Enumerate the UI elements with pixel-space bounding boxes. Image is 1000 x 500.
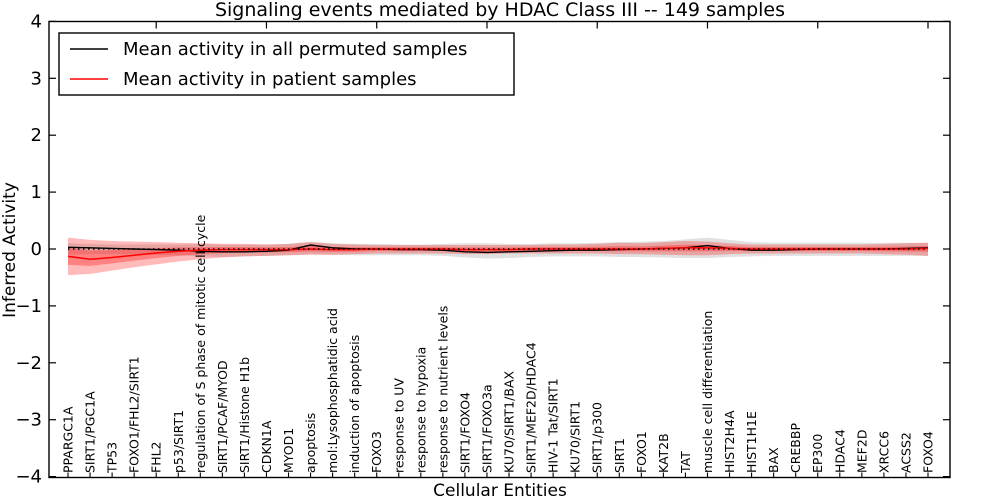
x-tick-label: SIRT1/PGC1A [83,391,98,473]
x-tick-label: mol:Lysophosphatidic acid [325,308,340,473]
legend: Mean activity in all permuted samples Me… [58,32,515,96]
x-tick-label: p53/SIRT1 [171,410,186,473]
x-tick-label: EP300 [810,434,825,473]
x-tick-label: MYOD1 [281,428,296,473]
x-tick-label: FHL2 [149,441,164,473]
x-tick-label: response to UV [391,378,406,473]
x-tick-label: KU70/SIRT1/BAX [502,371,517,473]
x-tick-label: MEF2D [854,430,869,473]
x-tick-label: KAT2B [656,433,671,473]
y-tick-label: −2 [15,353,42,374]
y-axis-label: Inferred Activity [0,182,20,318]
y-tick-label: 3 [31,68,42,89]
y-tick-label: −4 [15,467,42,488]
x-tick-label: BAX [766,447,781,473]
x-tick-label: apoptosis [303,413,318,473]
chart-title: Signaling events mediated by HDAC Class … [215,0,785,21]
patient-confidence-band [68,237,928,276]
x-tick-label: XRCC6 [876,431,891,473]
y-tick-label: 0 [31,239,42,260]
x-tick-label: SIRT1 [612,438,627,473]
y-tick-label: 4 [31,11,42,32]
legend-box [58,32,515,96]
x-tick-label: muscle cell differentiation [700,311,715,473]
x-tick-label: ACSS2 [898,432,913,473]
y-tick-label: 1 [31,182,42,203]
x-tick-label: SIRT1/FOXO4 [457,392,472,473]
x-tick-label: CREBBP [788,423,803,473]
x-tick-label: FOXO3 [369,431,384,473]
y-tick-label: 2 [31,125,42,146]
x-tick-label: HIST2H4A [722,410,737,473]
tick-labels: −4 −3 −2 −1 0 1 2 3 4 PPARGC1A SIRT1/PGC1A TP53 FOXO… [15,11,935,487]
x-tick-label: PPARGC1A [61,406,76,473]
x-tick-label: response to hypoxia [413,347,428,473]
x-tick-label: FOXO4 [921,431,936,473]
permuted-confidence-band [68,237,928,259]
x-tick-label: response to nutrient levels [435,306,450,473]
x-tick-label: SIRT1/MEF2D/HDAC4 [524,342,539,473]
x-tick-label: CDKN1A [259,420,274,473]
x-tick-label: FOXO1/FHL2/SIRT1 [127,356,142,473]
x-tick-label: TAT [678,451,693,474]
x-tick-label: KU70/SIRT1 [568,401,583,473]
legend-label-patient: Mean activity in patient samples [123,69,417,90]
x-tick-label: SIRT1/p300 [590,402,605,473]
x-axis-label: Cellular Entities [433,481,567,500]
permuted-mean-line [67,244,929,254]
y-tick-label: −3 [15,410,42,431]
x-tick-label: induction of apoptosis [347,335,362,473]
legend-label-permuted: Mean activity in all permuted samples [123,39,467,60]
x-tick-label: SIRT1/FOXO3a [479,384,494,473]
y-tick-label: −1 [15,296,42,317]
x-tick-label: HIV-1 Tat/SIRT1 [546,378,561,473]
x-tick-label: HDAC4 [832,429,847,473]
plot-layers [67,237,929,276]
x-tick-label: SIRT1/PCAF/MYOD [215,360,230,473]
x-tick-label: regulation of S phase of mitotic cell cy… [193,214,208,473]
axis-ticks [49,20,950,478]
x-tick-label: TP53 [105,442,120,474]
x-tick-label: FOXO1 [634,431,649,473]
x-tick-label: HIST1H1E [744,411,759,473]
x-tick-label: SIRT1/Histone H1b [237,357,252,473]
